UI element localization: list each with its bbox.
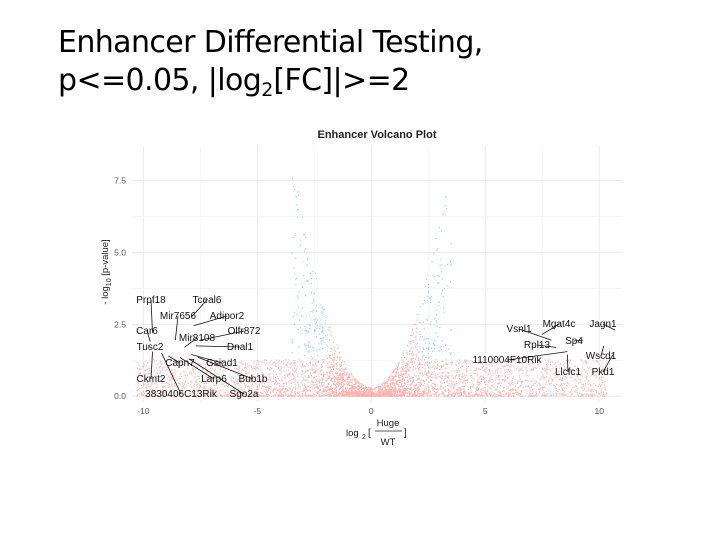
points-significant: [291, 177, 452, 359]
gene-label-leader: [602, 354, 614, 373]
gene-label: Sp4: [565, 336, 583, 347]
gene-label: Wscd1: [586, 351, 617, 362]
gene-label: 3830406C13Rik: [145, 389, 218, 400]
gene-label: Gsiad1: [206, 358, 238, 369]
x-tick-label: 5: [483, 406, 488, 416]
gene-label: 1110004F10Rik: [472, 355, 542, 366]
y-tick-label: 0.0: [114, 391, 126, 401]
gene-label-leader: [566, 354, 569, 373]
gene-label: Larp6: [201, 374, 227, 385]
gene-label: Dnal1: [227, 342, 254, 353]
gene-label-leader: [197, 357, 254, 380]
gene-label-leader: [168, 355, 181, 364]
y-tick-label: 5.0: [114, 247, 126, 257]
gene-label-leader: [161, 352, 182, 395]
slide-title-line1: Enhancer Differential Testing,: [58, 25, 483, 60]
gene-label-leader: [150, 351, 153, 380]
y-label-sub: 10: [106, 278, 113, 286]
x-label-close-bracket: ]: [404, 428, 407, 439]
gene-label: Ckmt2: [137, 374, 166, 385]
x-axis-label: log 2 [ Huge WT ]: [346, 418, 407, 448]
gene-label-leader: [600, 345, 605, 357]
slide-title: Enhancer Differential Testing, p<=0.05, …: [58, 24, 698, 109]
y-label-prefix: - log: [100, 286, 111, 304]
axis-ticks: -10 -5 0 5 10 0.0 2.5 5.0 7.5: [114, 176, 604, 416]
svg-text:- log10 [p-value]: - log10 [p-value]: [100, 239, 113, 304]
gene-label: Car6: [136, 326, 158, 337]
x-label-prefix: log: [346, 428, 359, 439]
grid: [132, 146, 622, 402]
gene-label-leader: [536, 344, 556, 348]
x-tick-label: -10: [137, 406, 150, 416]
gene-label-leader: [195, 345, 241, 348]
gene-label: Rpl13: [524, 340, 551, 351]
gene-label: Tusc2: [137, 342, 164, 353]
title-subscript: 2: [261, 79, 274, 101]
gene-label-leader: [174, 315, 179, 341]
x-label-sub: 2: [362, 434, 366, 441]
x-tick-label: -5: [254, 406, 262, 416]
gene-label-leader: [191, 354, 223, 364]
y-tick-label: 7.5: [114, 176, 126, 186]
gene-label-leader: [188, 358, 245, 395]
x-label-denominator: WT: [381, 437, 396, 448]
gene-label: Llcfc1: [555, 367, 582, 378]
title-part-b: [FC]|>=2: [273, 63, 410, 98]
x-label-open-bracket: [: [368, 428, 371, 439]
gene-label-leader: [542, 323, 560, 335]
gene-label-leader: [200, 330, 245, 341]
gene-label: Mir8108: [179, 333, 216, 344]
gene-label-leader: [602, 323, 616, 331]
gene-label: Capn7: [165, 358, 195, 369]
x-tick-label: 0: [369, 406, 374, 416]
y-tick-label: 2.5: [114, 319, 126, 329]
gene-labels: Prpf18 Tceal6 Mir7656 Adipor2 Car6 Mir8108 Olf…: [136, 295, 617, 400]
slide-title-line2: p<=0.05, |log2[FC]|>=2: [58, 62, 698, 109]
y-label-rest: [p-value]: [100, 239, 111, 278]
gene-label: Tceal6: [193, 295, 222, 306]
gene-label-leader: [146, 330, 151, 342]
scatter-points-red: [136, 313, 607, 397]
gene-label-leader: [184, 337, 198, 348]
title-part-a: p<=0.05, |log: [58, 63, 262, 98]
gene-label: Prpf18: [136, 295, 166, 306]
gene-label-leader: [190, 299, 208, 318]
gene-label: Olfr872: [228, 326, 261, 337]
x-label-numerator: Huge: [377, 418, 400, 429]
gene-label-leader: [179, 357, 215, 380]
y-axis-label: - log10 [p-value]: [100, 239, 113, 304]
gene-label: Jagn1: [589, 319, 617, 330]
gene-label-leader: [150, 299, 153, 333]
gene-label: Vsnl1: [506, 324, 531, 335]
gene-label: Pkd1: [592, 367, 615, 378]
gene-label: Adipor2: [210, 311, 245, 322]
chart-title: Enhancer Volcano Plot: [318, 129, 437, 141]
gene-label: Bub1b: [239, 374, 268, 385]
gene-label-leader: [573, 339, 584, 342]
gene-label: Mgat4c: [543, 319, 576, 330]
gene-label: Mir7656: [160, 311, 197, 322]
x-tick-label: 10: [594, 406, 604, 416]
gene-label-leader: [518, 328, 552, 341]
gene-label: Sgo2a: [230, 389, 259, 400]
gene-label-leader: [193, 315, 228, 327]
scatter-points-teal: [291, 177, 452, 359]
gene-label-leader: [506, 351, 568, 361]
points-nonsignificant: [136, 313, 607, 397]
